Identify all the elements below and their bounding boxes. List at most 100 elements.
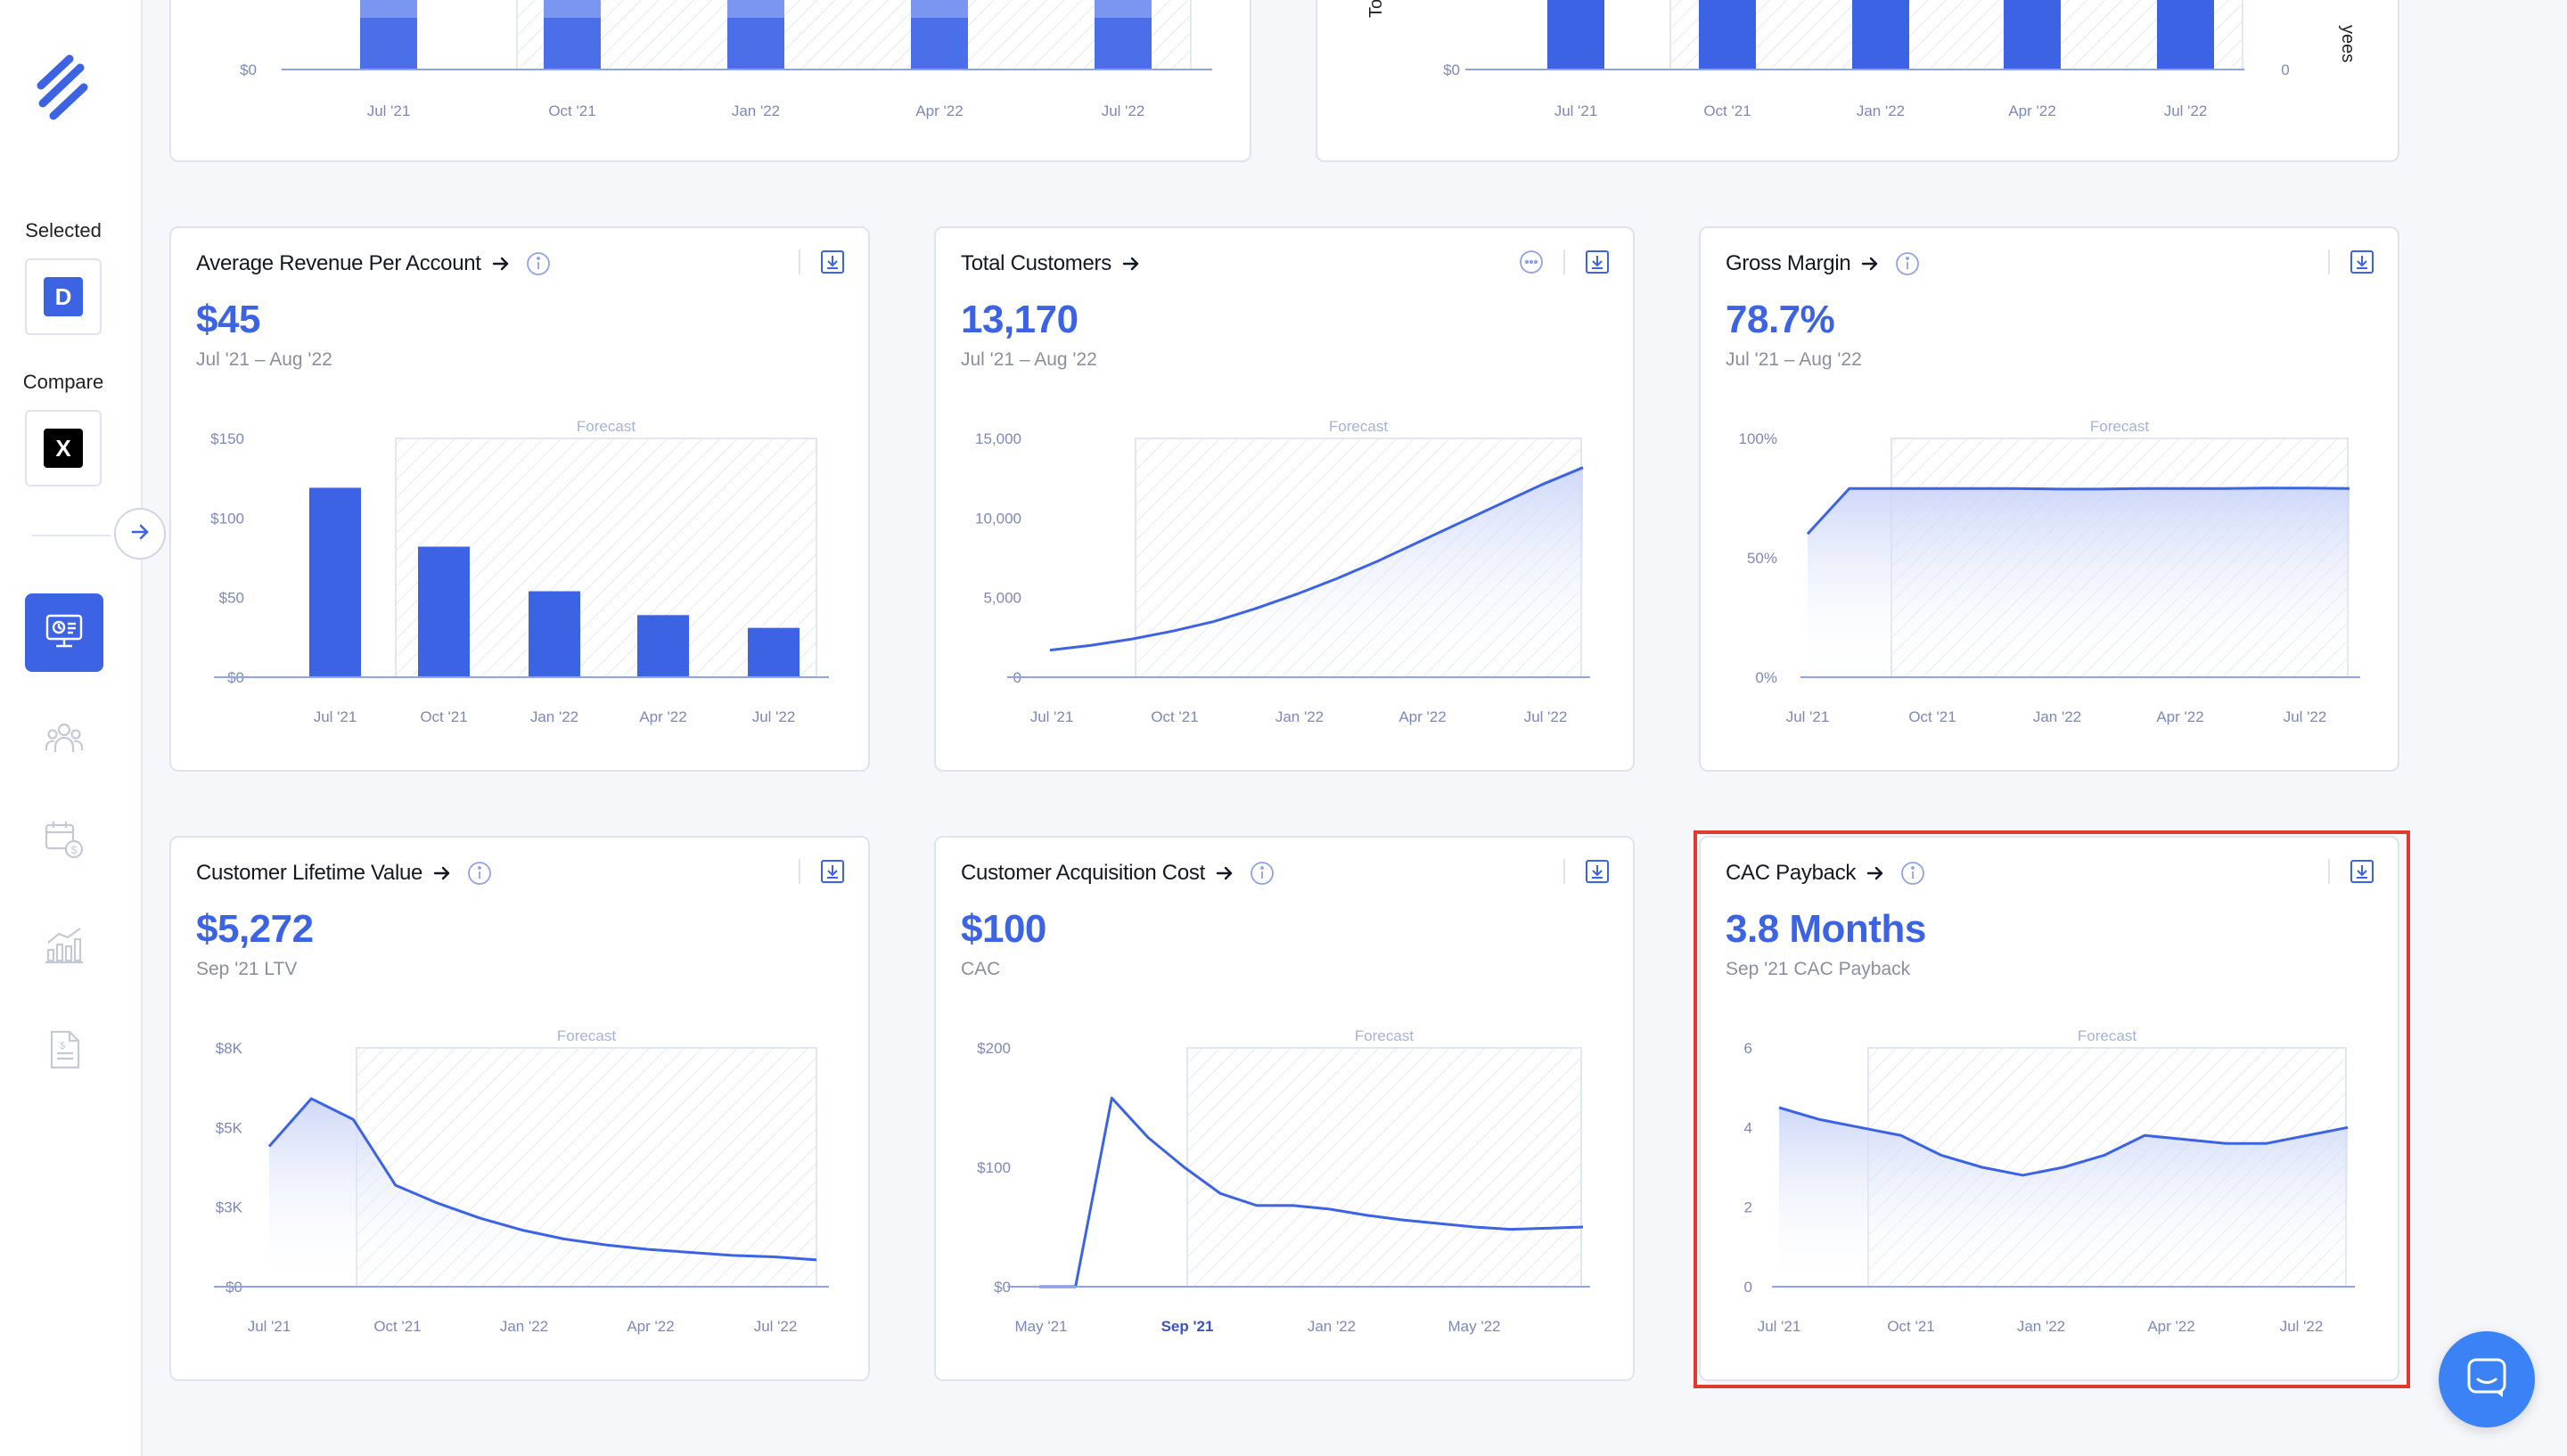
bar[interactable] — [637, 615, 689, 677]
y-tick: $8K — [216, 1040, 243, 1057]
card-tools — [1519, 249, 1610, 274]
tool-divider — [1563, 249, 1565, 274]
info-icon[interactable] — [1250, 861, 1275, 886]
y-tick: 100% — [1739, 430, 1777, 447]
metric-card: Total Customers 13,170 Jul '21 – Aug '22 Fo… — [934, 226, 1635, 772]
x-tick: Oct '21 — [548, 102, 595, 119]
metric-value: $100 — [961, 907, 1046, 951]
arrow-right-icon[interactable] — [1120, 253, 1142, 274]
chat-support-button[interactable] — [2439, 1331, 2535, 1427]
download-icon[interactable] — [2350, 249, 2374, 274]
forecast-label: Forecast — [577, 418, 636, 435]
metric-card: CAC Payback 3.8 Months Sep '21 CAC Payback… — [1699, 836, 2399, 1381]
nav-reports[interactable]: $ — [25, 1012, 103, 1091]
x-tick: Oct '21 — [420, 708, 467, 725]
x-tick: Apr '22 — [915, 102, 963, 119]
tool-divider — [799, 249, 800, 274]
series-line[interactable] — [1778, 1106, 2349, 1177]
y-tick-right: 0 — [2281, 61, 2289, 78]
y-tick: $0 — [240, 61, 257, 78]
card-title[interactable]: Gross Margin — [1726, 251, 1851, 275]
svg-text:$: $ — [60, 1041, 65, 1051]
forecast-label: Forecast — [2078, 1027, 2136, 1044]
series-line[interactable] — [267, 1097, 817, 1262]
info-icon[interactable] — [1895, 251, 1920, 276]
card-header: Average Revenue Per Account — [196, 251, 551, 276]
selected-company-button[interactable]: D — [25, 258, 102, 335]
nav-calendar[interactable]: $ — [25, 802, 103, 880]
download-icon[interactable] — [1585, 859, 1610, 884]
metric-value: $45 — [196, 298, 260, 341]
series-line[interactable] — [1039, 1096, 1584, 1288]
series-line[interactable] — [1049, 466, 1584, 652]
arrow-right-icon[interactable] — [431, 863, 453, 884]
download-icon[interactable] — [1585, 249, 1610, 274]
card-header: CAC Payback — [1726, 861, 1925, 886]
bar[interactable] — [418, 546, 470, 677]
info-icon[interactable] — [1900, 861, 1925, 886]
x-tick: Jul '22 — [2164, 102, 2208, 119]
card-title[interactable]: Customer Lifetime Value — [196, 861, 423, 885]
report-document-icon: $ — [43, 1028, 86, 1076]
metric-period: Jul '21 – Aug '22 — [1726, 349, 1862, 370]
download-icon[interactable] — [820, 249, 845, 274]
tool-divider — [1563, 859, 1565, 884]
x-tick: Jul '21 — [248, 1318, 291, 1335]
x-tick: Jul '22 — [2280, 1318, 2324, 1335]
forecast-label: Forecast — [1355, 1027, 1414, 1044]
download-icon[interactable] — [820, 859, 845, 884]
x-tick: Oct '21 — [1908, 708, 1956, 725]
card-header: Customer Acquisition Cost — [961, 861, 1275, 886]
forecast-label: Forecast — [557, 1027, 616, 1044]
x-tick: Jul '21 — [367, 102, 411, 119]
nav-growth[interactable] — [25, 907, 103, 986]
series-area — [1808, 487, 2350, 677]
card-title[interactable]: Customer Acquisition Cost — [961, 861, 1205, 885]
y-tick: 6 — [1744, 1040, 1752, 1057]
download-icon[interactable] — [2350, 859, 2374, 884]
info-icon[interactable] — [467, 861, 492, 886]
card-header: Total Customers — [961, 251, 1142, 276]
series-area — [1779, 1108, 2348, 1287]
x-tick: Jul '22 — [752, 708, 796, 725]
x-tick: May '21 — [1015, 1318, 1068, 1335]
metric-value: 78.7% — [1726, 298, 1835, 341]
series-line[interactable] — [1806, 487, 2350, 536]
card-title[interactable]: Total Customers — [961, 251, 1111, 275]
arrow-right-icon[interactable] — [1214, 863, 1235, 884]
metric-period: Jul '21 – Aug '22 — [961, 349, 1097, 370]
arrow-right-icon[interactable] — [1859, 253, 1881, 274]
x-tick: Jan '22 — [2033, 708, 2081, 725]
y-tick: $200 — [977, 1040, 1011, 1057]
metric-period: Sep '21 LTV — [196, 959, 298, 979]
y-tick: $3K — [216, 1199, 243, 1216]
compare-company-button[interactable]: X — [25, 410, 102, 487]
y-tick: 0% — [1755, 669, 1777, 686]
x-tick: Oct '21 — [1703, 102, 1751, 119]
info-icon[interactable] — [526, 251, 551, 276]
bar[interactable] — [748, 627, 800, 677]
nav-dashboard[interactable] — [25, 593, 103, 672]
more-icon[interactable] — [1519, 249, 1544, 274]
y-axis-label-fragment-right: yees — [2338, 25, 2358, 62]
chat-icon — [2464, 1354, 2510, 1405]
expand-sidebar-button[interactable] — [114, 508, 166, 560]
card-title[interactable]: Average Revenue Per Account — [196, 251, 481, 275]
bar[interactable] — [529, 591, 580, 677]
metric-card: Average Revenue Per Account $45 Jul '21 – … — [169, 226, 870, 772]
metric-chart: Forecast 100% 50% 0% Jul '21 Oct '21 Jan '22 Ap… — [1739, 418, 2360, 725]
nav-people[interactable] — [25, 700, 103, 779]
app-logo[interactable] — [34, 52, 91, 123]
x-tick: Apr '22 — [2147, 1318, 2194, 1335]
arrow-right-icon — [128, 520, 152, 548]
card-title[interactable]: CAC Payback — [1726, 861, 1857, 885]
arrow-right-icon[interactable] — [490, 253, 512, 274]
arrow-right-icon[interactable] — [1865, 863, 1886, 884]
metric-value: $5,272 — [196, 907, 314, 951]
metric-value: 13,170 — [961, 298, 1078, 341]
x-tick: May '22 — [1448, 1318, 1501, 1335]
bar[interactable] — [309, 487, 361, 677]
card-header: Gross Margin — [1726, 251, 1920, 276]
